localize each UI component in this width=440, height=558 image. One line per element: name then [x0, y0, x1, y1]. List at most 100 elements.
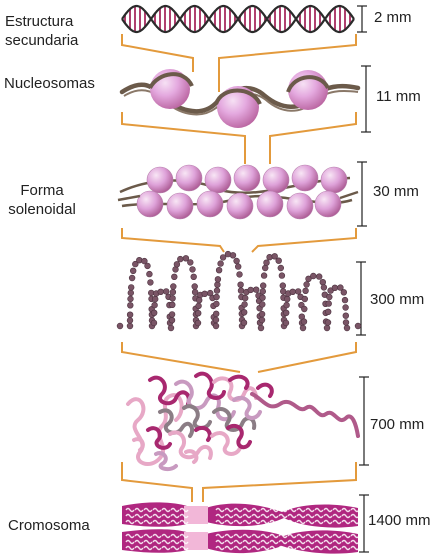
chromatid-coil	[341, 545, 351, 551]
chromatin-bead	[214, 281, 221, 288]
dimension-11mm: 11 mm	[376, 88, 421, 105]
chromatid-coil	[242, 545, 252, 551]
chromatin-bead	[213, 287, 221, 294]
chromatid-coil	[332, 507, 342, 513]
chromosome	[122, 502, 360, 554]
chromatid-coil	[134, 539, 144, 545]
chromatid-coil	[341, 539, 351, 545]
chromatin-bead	[289, 288, 296, 295]
chromatin-bead	[150, 319, 158, 327]
chromatid-coil	[143, 507, 153, 513]
chromatid-coil	[161, 519, 171, 525]
solenoid-nucleosome	[286, 192, 314, 220]
chromatin-bead	[195, 302, 202, 310]
chromatin-bead	[229, 252, 237, 259]
chromatid-coil	[350, 539, 360, 545]
chromatid-coil	[125, 539, 135, 545]
chromatin-bead	[236, 271, 243, 278]
chromatin-bead	[130, 267, 137, 274]
chromatin-bead	[127, 289, 135, 297]
chromatid-coil	[215, 519, 225, 525]
chromatin-bead	[282, 319, 290, 327]
chromatid-coil	[350, 507, 360, 513]
nucleosomes-fiber	[119, 69, 361, 128]
chromatid-coil	[287, 533, 297, 539]
chromatin-bead	[263, 259, 270, 266]
chromatid-coil	[134, 513, 144, 519]
chromatid-coil	[323, 533, 333, 539]
chromatin-bead	[259, 294, 266, 301]
solenoid-nucleosome	[226, 192, 254, 220]
chromatid-coil	[269, 519, 279, 525]
solenoid-nucleosome	[320, 166, 348, 194]
chromatid-coil	[143, 513, 153, 519]
chromatid-coil	[350, 533, 360, 539]
chromatin-bead	[168, 317, 176, 324]
chromatid-coil	[251, 519, 261, 525]
chromatid-coil	[233, 533, 243, 539]
chromatin-bead	[189, 266, 196, 273]
chromatin-bead	[213, 310, 220, 317]
chromatin-bead	[237, 287, 245, 294]
chromatin-bead	[283, 309, 290, 316]
chromatin-bead	[340, 289, 347, 296]
chromatid-coil	[233, 519, 243, 525]
chromatid-coil	[296, 539, 306, 545]
chromatin-bead	[325, 300, 332, 307]
chromatin-bead	[169, 288, 177, 296]
chromatid-coil	[170, 513, 180, 519]
chromatin-bead	[128, 274, 136, 282]
nucleosome-2	[217, 86, 259, 128]
chromatin-bead	[171, 273, 178, 280]
chromatin-bead	[283, 301, 290, 309]
chromatid-coil	[287, 513, 297, 519]
chromatid-coil	[152, 545, 162, 551]
dimension-30mm: 30 mm	[373, 183, 419, 200]
chromatid-coil	[179, 545, 189, 551]
chromatid-coil	[305, 533, 315, 539]
chromatid-coil	[215, 513, 225, 519]
chromatid-coil	[179, 519, 189, 525]
chromatid-coil	[278, 539, 288, 545]
chromatid-coil	[170, 539, 180, 545]
chromatid-coil	[152, 519, 162, 525]
chromatid-coil	[269, 513, 279, 519]
chromatid-coil	[314, 539, 324, 545]
chromatid-coil	[350, 545, 360, 551]
chromatin-bead	[247, 286, 254, 294]
chromatin-bead	[258, 310, 266, 318]
chromatid-coil	[287, 545, 297, 551]
chromatid-coil	[179, 533, 189, 539]
chromatid-coil	[332, 519, 342, 525]
chromatid-coil	[161, 533, 171, 539]
chromatid-coil	[134, 507, 144, 513]
chromatid-coil	[260, 507, 270, 513]
solenoid-nucleosome	[291, 164, 319, 192]
chromatid-coil	[152, 533, 162, 539]
chromatin-bead	[141, 257, 148, 265]
chromatid-coil	[161, 545, 171, 551]
solenoid-nucleosome	[204, 166, 232, 194]
connector-lines	[121, 34, 357, 502]
label-secondary-structure: Estructura secundaria	[5, 12, 78, 50]
chromatid-coil	[341, 513, 351, 519]
chromatid-coil	[224, 519, 234, 525]
chromatid-coil	[242, 539, 252, 545]
chromatid-coil	[287, 507, 297, 513]
chromatid-coil	[296, 513, 306, 519]
solenoid-fiber	[117, 164, 359, 220]
chromatin-bead	[127, 302, 134, 309]
chromatid-coil	[233, 545, 243, 551]
chromatin-bead	[301, 305, 308, 313]
chromatin-bead	[168, 311, 176, 318]
chromatid-coil	[296, 519, 306, 525]
chromatin-bead	[260, 282, 267, 289]
chromatin-loops-300	[116, 250, 362, 332]
chromatin-bead	[253, 286, 260, 293]
chromatin-bead	[259, 288, 266, 295]
chromatid-coil	[323, 507, 333, 513]
chromatin-bead	[320, 284, 328, 291]
solenoid-nucleosome	[196, 190, 224, 218]
label-chromosome: Cromosoma	[8, 517, 90, 534]
